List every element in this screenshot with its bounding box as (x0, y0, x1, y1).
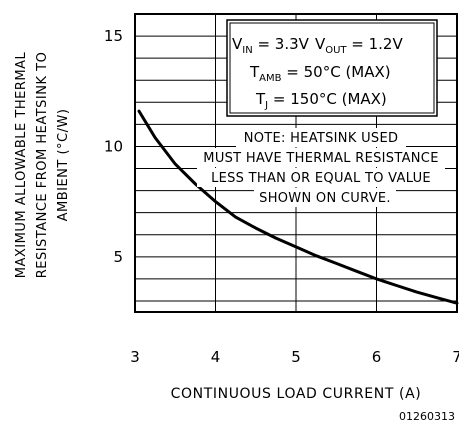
x-axis-label: CONTINUOUS LOAD CURRENT (A) (171, 386, 422, 402)
y-axis-label: MAXIMUM ALLOWABLE THERMAL RESISTANCE FRO… (14, 52, 71, 279)
x-tick-labels: 3 4 5 6 7 (130, 348, 459, 366)
conditions-box-frame (226, 19, 438, 117)
conditions-box-inner-frame (229, 22, 435, 114)
x-tick-label: 4 (211, 348, 221, 366)
note-annotation: NOTE: HEATSINK USED MUST HAVE THERMAL RE… (195, 128, 447, 207)
condition-tamb: TAMB = 50°C (MAX) (249, 63, 391, 84)
x-tick-label: 6 (372, 348, 382, 366)
x-tick-label: 5 (291, 348, 301, 366)
series-curve (137, 109, 459, 305)
x-tick-label: 7 (452, 348, 459, 366)
conditions-box: VIN = 3.3V VOUT = 1.2V TAMB = 50°C (MAX) … (226, 19, 438, 117)
x-tick-label: 3 (130, 348, 140, 366)
note-line-1-bg (236, 128, 406, 147)
note-line-4-bg (254, 188, 396, 207)
y-axis-label-line-2: RESISTANCE FROM HEATSINK TO (35, 52, 50, 279)
note-line-1: NOTE: HEATSINK USED (244, 131, 399, 146)
y-tick-labels: 5 10 15 (104, 27, 123, 266)
note-line-2: MUST HAVE THERMAL RESISTANCE (203, 151, 438, 166)
note-line-4: SHOWN ON CURVE. (259, 191, 391, 206)
y-tick-label: 10 (104, 137, 123, 155)
note-line-3: LESS THAN OR EQUAL TO VALUE (211, 171, 431, 186)
y-axis-label-line-3: AMBIENT (°C/W) (56, 109, 71, 222)
note-line-3-bg (197, 168, 445, 187)
note-line-2-bg (195, 148, 447, 167)
y-axis-label-line-1: MAXIMUM ALLOWABLE THERMAL (14, 52, 29, 279)
y-tick-label: 15 (104, 27, 123, 45)
condition-tj: TJ = 150°C (MAX) (255, 90, 387, 111)
plot-frame (134, 13, 458, 313)
condition-vin-vout: VIN = 3.3V VOUT = 1.2V (232, 35, 403, 56)
figure-id: 01260313 (399, 410, 455, 423)
y-tick-label: 5 (113, 248, 123, 266)
